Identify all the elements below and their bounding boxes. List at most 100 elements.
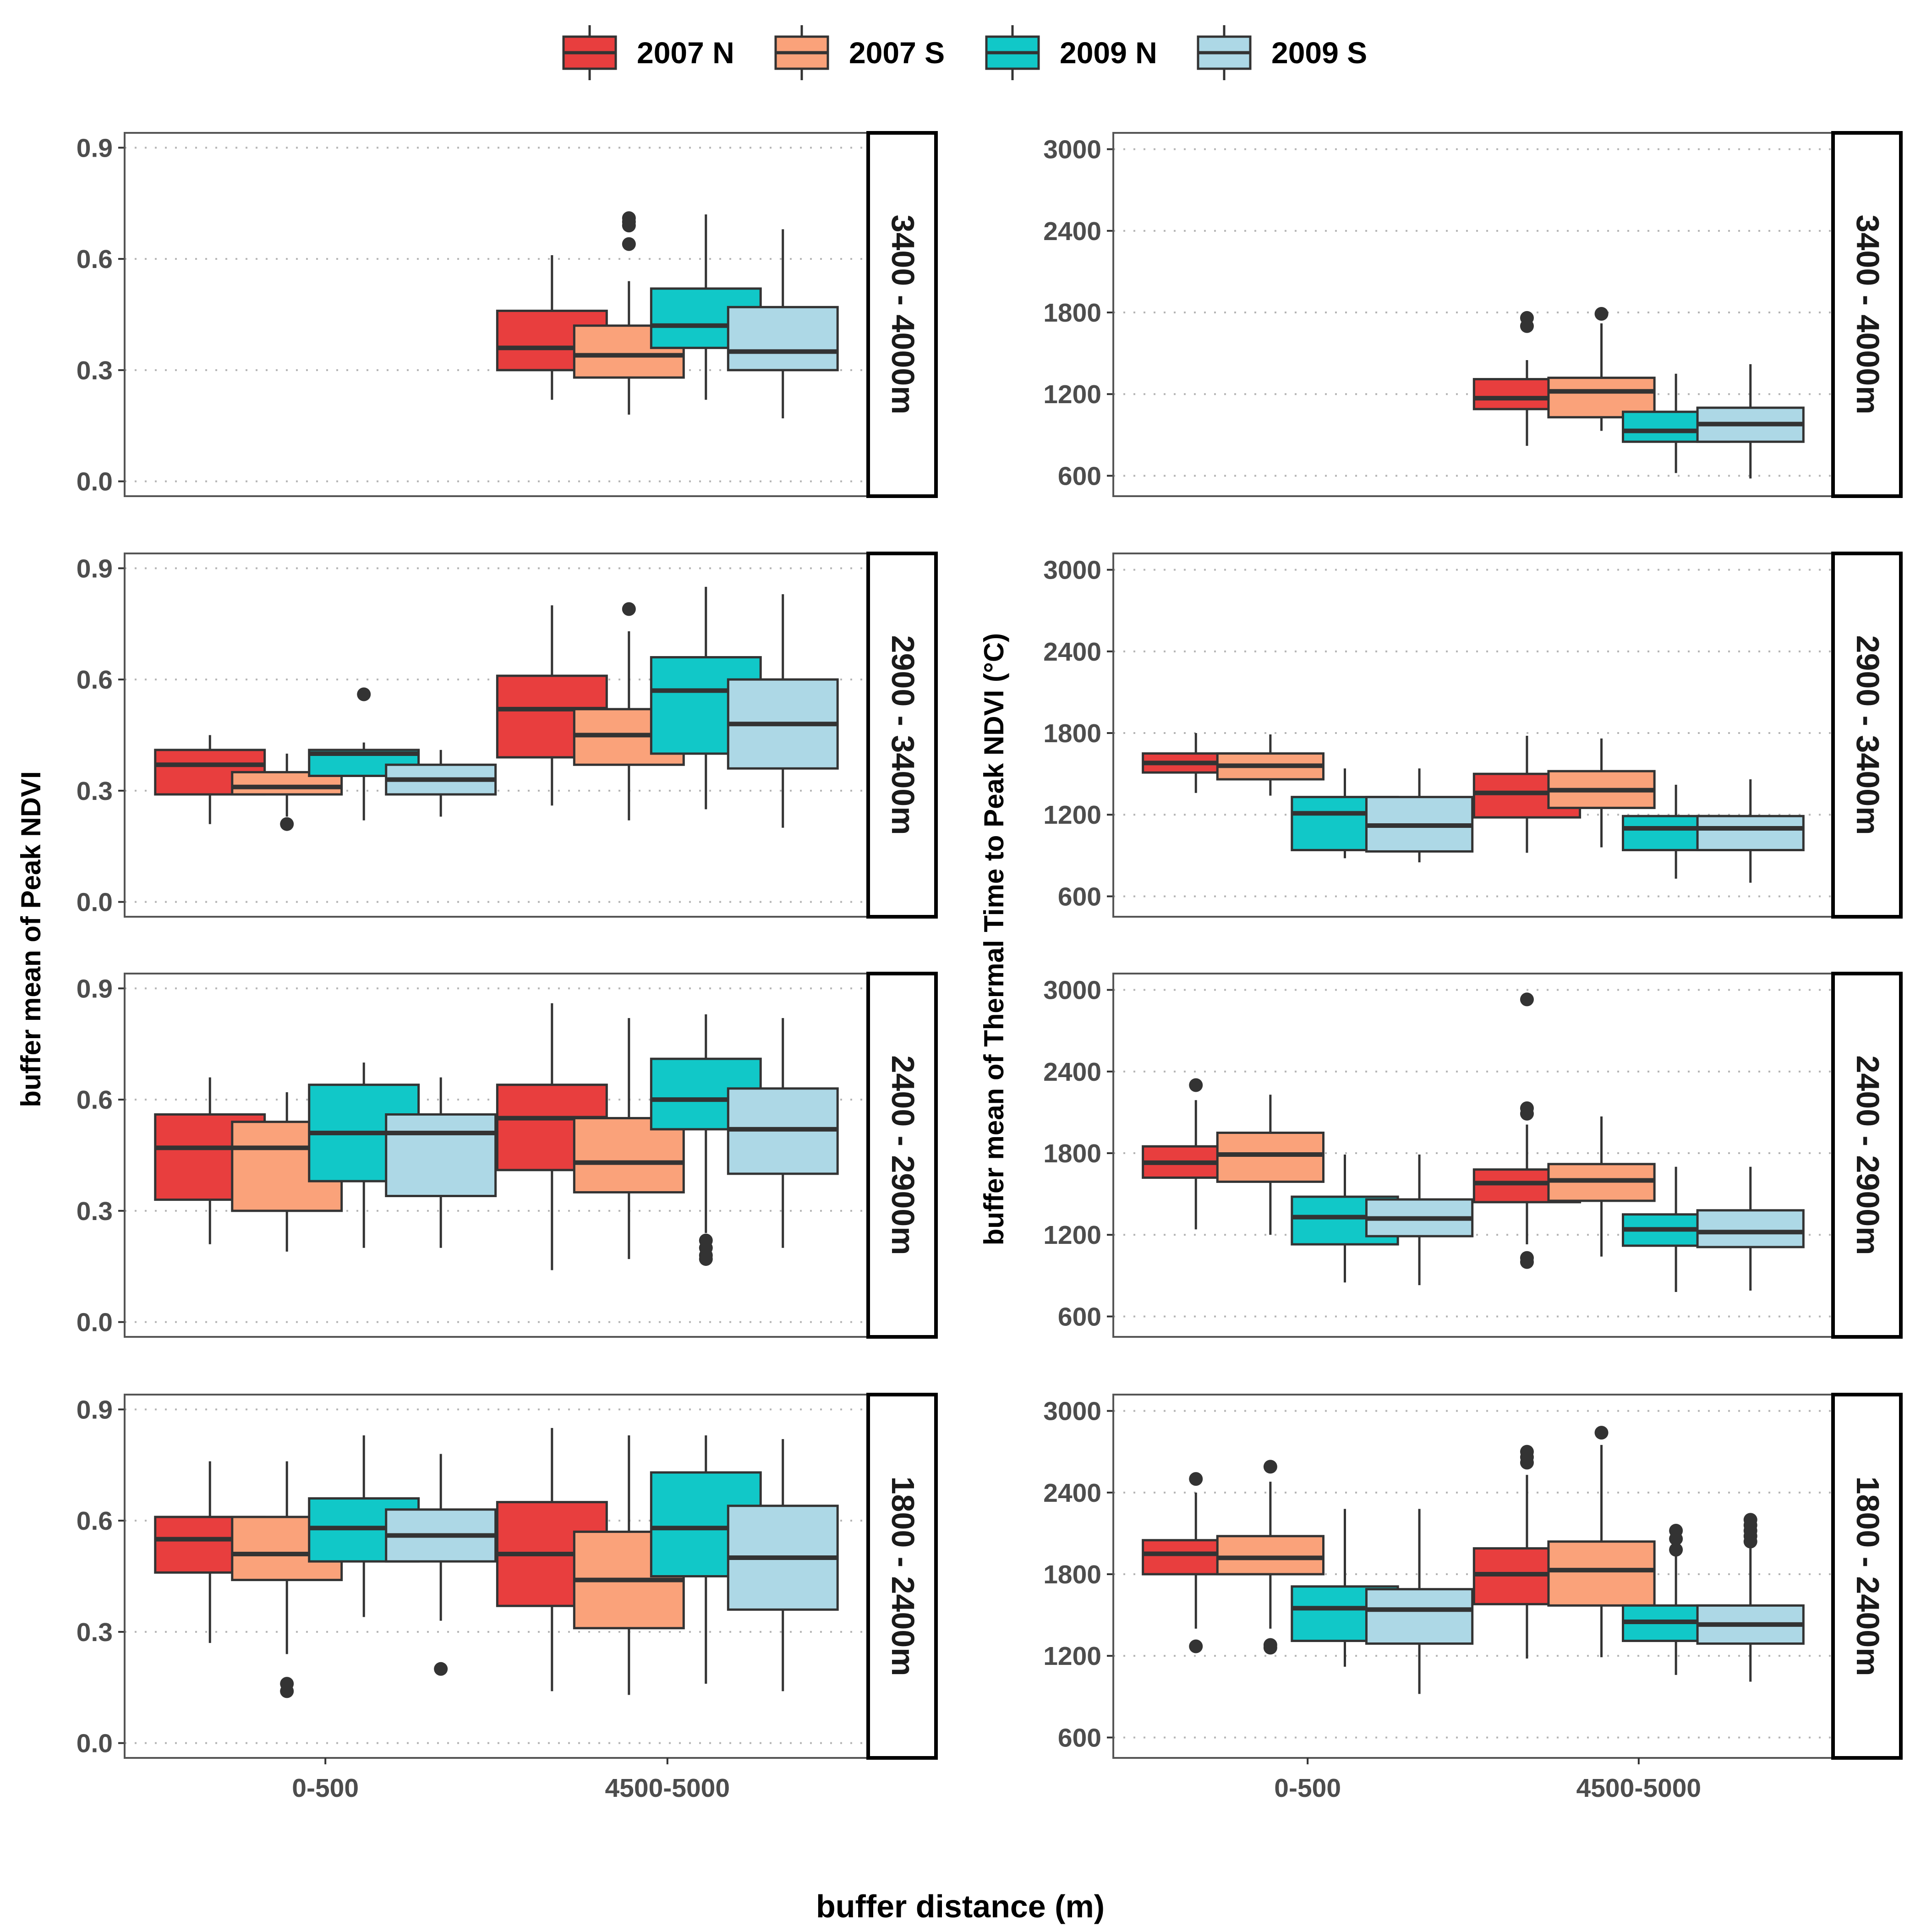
- box-body: [1547, 1540, 1656, 1607]
- facet-panel: 600 1200 1800 2400 3000 1800 - 2400m 0-500 4500…: [1043, 1393, 1903, 1803]
- facet-strip: [1831, 552, 1903, 919]
- y-tick-label: 0.0: [77, 467, 113, 497]
- facet-strip: [1831, 1393, 1903, 1760]
- y-tick-label: 0.3: [77, 1197, 113, 1226]
- outlier-point: [1189, 1639, 1203, 1653]
- facet-strip: [866, 552, 938, 919]
- y-axis-label-right: buffer mean of Thermal Time to Peak NDVI…: [979, 633, 1009, 1245]
- box-body: [1216, 1535, 1324, 1576]
- facet-strip-label: 2400 - 2900m: [885, 1056, 921, 1255]
- outlier-point: [1189, 1472, 1203, 1486]
- y-tick-label: 0.3: [77, 356, 113, 385]
- y-tick-label: 0.6: [77, 665, 113, 695]
- panel-background: [1113, 553, 1833, 917]
- y-tick-label: 1800: [1043, 298, 1101, 328]
- outlier-point: [1520, 1251, 1534, 1265]
- box: [1696, 1166, 1805, 1291]
- outlier-point: [622, 237, 636, 251]
- box: [727, 594, 839, 828]
- y-tick-label: 0.9: [77, 133, 113, 163]
- y-tick-label: 1200: [1043, 1642, 1101, 1671]
- facet-strip-label: 1800 - 2400m: [1850, 1477, 1886, 1676]
- x-tick-label: 4500-5000: [1576, 1773, 1702, 1803]
- outlier-point: [699, 1233, 713, 1248]
- y-axis-label-left: buffer mean of Peak NDVI: [16, 771, 46, 1107]
- facet-strip: [1831, 972, 1903, 1339]
- legend-label: 2007 S: [849, 36, 945, 70]
- box-body: [727, 306, 839, 372]
- legend-label: 2009 S: [1271, 36, 1367, 70]
- outlier-point: [1669, 1543, 1683, 1557]
- outlier-point: [1594, 307, 1609, 321]
- outlier-point: [280, 817, 294, 831]
- y-tick-label: 0.0: [77, 1729, 113, 1758]
- y-tick-label: 0.6: [77, 1506, 113, 1536]
- facet-strip-label: 3400 - 4000m: [885, 215, 921, 415]
- y-tick-label: 2400: [1043, 1057, 1101, 1087]
- facet-strip-label: 1800 - 2400m: [885, 1477, 921, 1676]
- box: [385, 1077, 497, 1248]
- facet-panel: 0.0 0.3 0.6 0.9 3400 - 4000m: [77, 131, 938, 498]
- legend-item: 2007 S: [774, 25, 945, 80]
- y-tick-label: 0.6: [77, 245, 113, 274]
- facet-panel: 0.0 0.3 0.6 0.9 2400 - 2900m: [77, 972, 938, 1339]
- outlier-point: [434, 1662, 448, 1676]
- y-tick-label: 0.3: [77, 1618, 113, 1647]
- legend-label: 2007 N: [637, 36, 734, 70]
- facet-strip: [866, 131, 938, 498]
- y-tick-label: 1800: [1043, 1560, 1101, 1589]
- outlier-point: [1263, 1638, 1277, 1652]
- box: [727, 1439, 839, 1691]
- facet-strip-label: 2400 - 2900m: [1850, 1056, 1886, 1255]
- outlier-point: [622, 602, 636, 616]
- box: [1696, 364, 1805, 479]
- legend-item: 2009 N: [985, 25, 1157, 80]
- outlier-point: [357, 687, 371, 701]
- outlier-point: [1669, 1524, 1683, 1538]
- box: [727, 229, 839, 419]
- facet-panel: 600 1200 1800 2400 3000 2400 - 2900m: [1043, 972, 1903, 1339]
- box: [385, 1454, 497, 1676]
- y-tick-label: 600: [1058, 461, 1101, 491]
- facet-strip: [866, 972, 938, 1339]
- y-tick-label: 2400: [1043, 1478, 1101, 1508]
- y-tick-label: 0.9: [77, 1395, 113, 1424]
- facet-strip: [866, 1393, 938, 1760]
- y-tick-label: 1200: [1043, 380, 1101, 409]
- legend-label: 2009 N: [1060, 36, 1157, 70]
- y-tick-label: 2400: [1043, 217, 1101, 246]
- legend: 2007 N 2007 S 2009 N 2009 S: [562, 25, 1367, 80]
- box-body: [1365, 1588, 1474, 1645]
- x-axis-label: buffer distance (m): [816, 1888, 1105, 1924]
- y-tick-label: 0.6: [77, 1085, 113, 1115]
- box: [1216, 1460, 1324, 1655]
- outlier-point: [622, 211, 636, 225]
- box: [1365, 1509, 1474, 1694]
- y-tick-label: 3000: [1043, 976, 1101, 1005]
- box: [1547, 738, 1656, 848]
- y-tick-label: 0.9: [77, 554, 113, 583]
- box-body: [1216, 1131, 1324, 1183]
- facet-strip-label: 2900 - 3400m: [1850, 635, 1886, 835]
- box-body: [573, 1117, 685, 1193]
- y-tick-label: 0.3: [77, 777, 113, 806]
- box-body: [1696, 1209, 1805, 1248]
- outlier-point: [1520, 1101, 1534, 1116]
- box: [1696, 779, 1805, 883]
- box-body: [385, 1113, 497, 1198]
- y-tick-label: 1800: [1043, 719, 1101, 748]
- box: [1547, 1426, 1656, 1658]
- outlier-point: [280, 1677, 294, 1691]
- y-tick-label: 600: [1058, 1723, 1101, 1752]
- y-tick-label: 1200: [1043, 1220, 1101, 1250]
- outlier-point: [1594, 1426, 1609, 1440]
- y-tick-label: 600: [1058, 1302, 1101, 1331]
- outlier-point: [1520, 992, 1534, 1007]
- y-tick-label: 3000: [1043, 556, 1101, 585]
- box: [1216, 734, 1324, 796]
- facet-strip-label: 3400 - 4000m: [1850, 215, 1886, 415]
- x-tick-label: 4500-5000: [605, 1773, 730, 1803]
- facet-strip-label: 2900 - 3400m: [885, 635, 921, 835]
- x-tick-label: 0-500: [292, 1773, 359, 1803]
